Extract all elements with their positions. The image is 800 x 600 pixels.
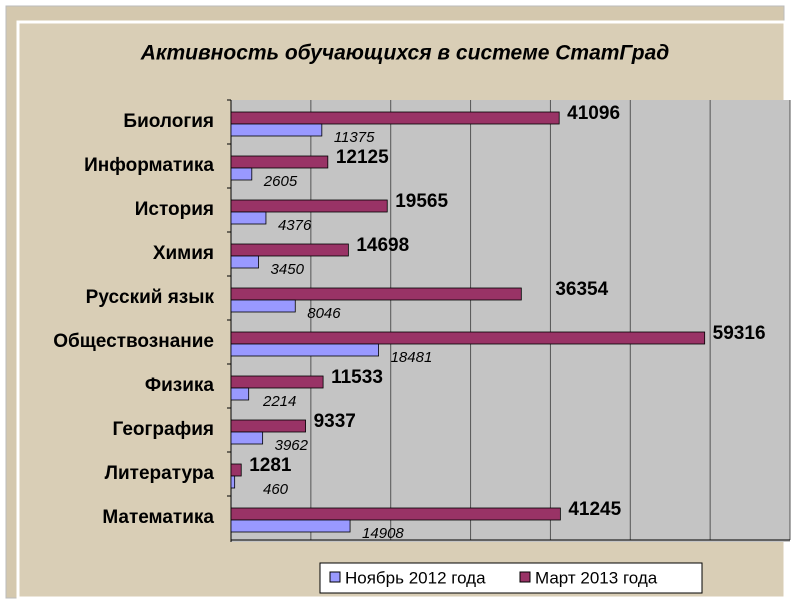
value-label: 41245 <box>568 499 621 520</box>
bar <box>230 199 388 213</box>
bar <box>230 123 323 137</box>
bar <box>230 299 296 313</box>
y-tick-label: Русский язык <box>86 287 215 308</box>
value-label: 14908 <box>362 525 404 542</box>
value-label: 3962 <box>275 437 309 454</box>
bar <box>230 431 264 445</box>
bar <box>230 343 379 357</box>
bar <box>230 463 242 477</box>
plot-area <box>231 100 790 542</box>
value-label: 14698 <box>356 235 409 256</box>
bar <box>230 331 706 345</box>
y-tick-label: Химия <box>153 243 214 264</box>
bar <box>230 243 349 257</box>
bar <box>230 255 259 269</box>
bar <box>230 419 306 433</box>
bar <box>230 507 561 521</box>
y-tick-label: География <box>113 419 214 440</box>
y-tick-label: Биология <box>123 111 214 132</box>
y-tick-label: Математика <box>102 507 214 528</box>
value-label: 4376 <box>278 217 312 234</box>
y-tick-label: Обществознание <box>53 331 214 352</box>
legend-label: Март 2013 года <box>535 568 658 587</box>
bar <box>230 375 324 389</box>
value-label: 11375 <box>334 129 375 146</box>
value-label: 2605 <box>263 173 298 190</box>
bar <box>230 475 236 489</box>
bar <box>230 387 250 401</box>
chart-title: Активность обучающихся в системе СтатГра… <box>140 42 670 65</box>
legend-label: Ноябрь 2012 года <box>345 568 486 587</box>
value-label: 3450 <box>271 261 305 278</box>
value-label: 36354 <box>555 279 608 300</box>
bar <box>230 111 560 125</box>
bar <box>230 155 329 169</box>
value-label: 8046 <box>307 305 341 322</box>
value-label: 12125 <box>336 147 389 168</box>
legend-box <box>319 562 703 594</box>
legend-swatch <box>329 571 341 583</box>
value-label: 11533 <box>331 367 383 388</box>
legend-swatch <box>519 571 531 583</box>
bar <box>230 167 253 181</box>
value-label: 41096 <box>567 103 620 124</box>
value-label: 18481 <box>391 349 433 366</box>
bar <box>230 519 351 533</box>
bar <box>230 287 522 301</box>
value-label: 460 <box>263 481 289 498</box>
value-label: 19565 <box>395 191 448 212</box>
value-label: 2214 <box>262 393 296 410</box>
y-tick-label: Информатика <box>84 155 214 176</box>
y-tick-label: Литература <box>105 463 215 484</box>
y-tick-label: Физика <box>145 375 215 396</box>
value-label: 59316 <box>713 323 766 344</box>
value-label: 1281 <box>249 455 292 476</box>
bar <box>230 211 267 225</box>
y-tick-label: История <box>135 199 214 220</box>
value-label: 9337 <box>314 411 356 432</box>
